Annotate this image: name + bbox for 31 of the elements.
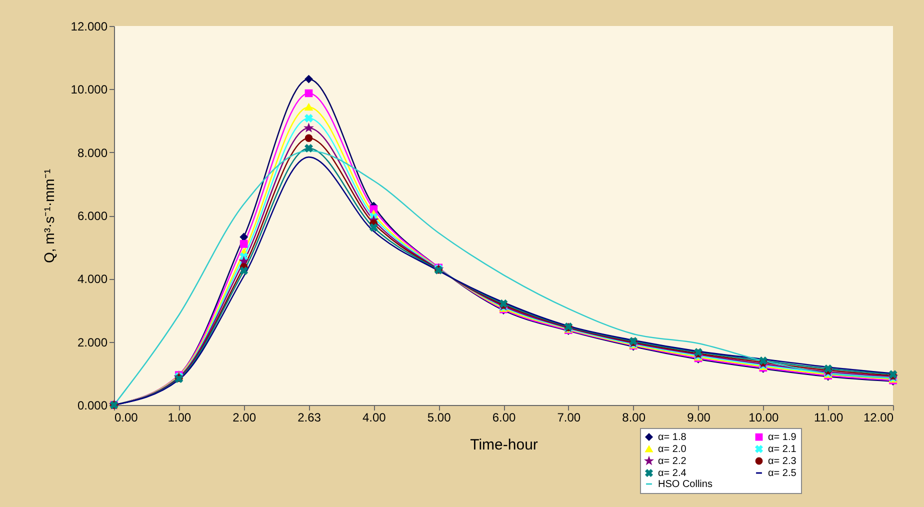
x-tick-label: 4.00	[362, 410, 386, 424]
x-tick-label: 9.00	[687, 410, 711, 424]
y-axis-title: Q, m³·s⁻¹·mm⁻¹	[40, 168, 57, 263]
y-tick-label: 10.000	[70, 82, 108, 97]
x-tick-label: 2.63	[298, 410, 322, 424]
x-tick-label: 1.00	[168, 410, 192, 424]
y-tick-label: 2.000	[77, 335, 108, 350]
x-tick-label: 5.00	[427, 410, 452, 424]
legend-label: α= 2.3	[768, 456, 797, 467]
x-tick-label: 12.00	[863, 410, 894, 424]
y-tick-label: 4.000	[77, 272, 108, 286]
x-tick-label: 2.00	[232, 410, 256, 424]
x-tick-label: 8.00	[622, 410, 646, 424]
x-tick-label: 10.00	[748, 410, 780, 424]
legend-label: α= 2.1	[768, 444, 797, 455]
legend-label: α= 2.0	[658, 444, 687, 455]
legend-label: HSO Collins	[658, 479, 712, 490]
legend-label: α= 2.4	[658, 468, 687, 479]
x-tick-label: 0.00	[114, 410, 138, 424]
y-tick-label: 6.000	[77, 209, 108, 223]
legend-label: α= 2.5	[768, 468, 797, 479]
x-tick-label: 7.00	[557, 410, 581, 424]
legend-label: α= 2.2	[658, 456, 687, 467]
legend-label: α= 1.8	[658, 432, 687, 444]
x-tick-label: 11.00	[814, 410, 844, 424]
y-tick-label: 8.000	[77, 146, 108, 160]
x-tick-label: 6.00	[492, 410, 516, 424]
y-tick-label: 12.000	[70, 20, 108, 34]
y-tick-label: 0.000	[77, 398, 108, 412]
x-axis-title: Time-hour	[470, 436, 538, 454]
legend-label: α= 1.9	[768, 432, 797, 444]
